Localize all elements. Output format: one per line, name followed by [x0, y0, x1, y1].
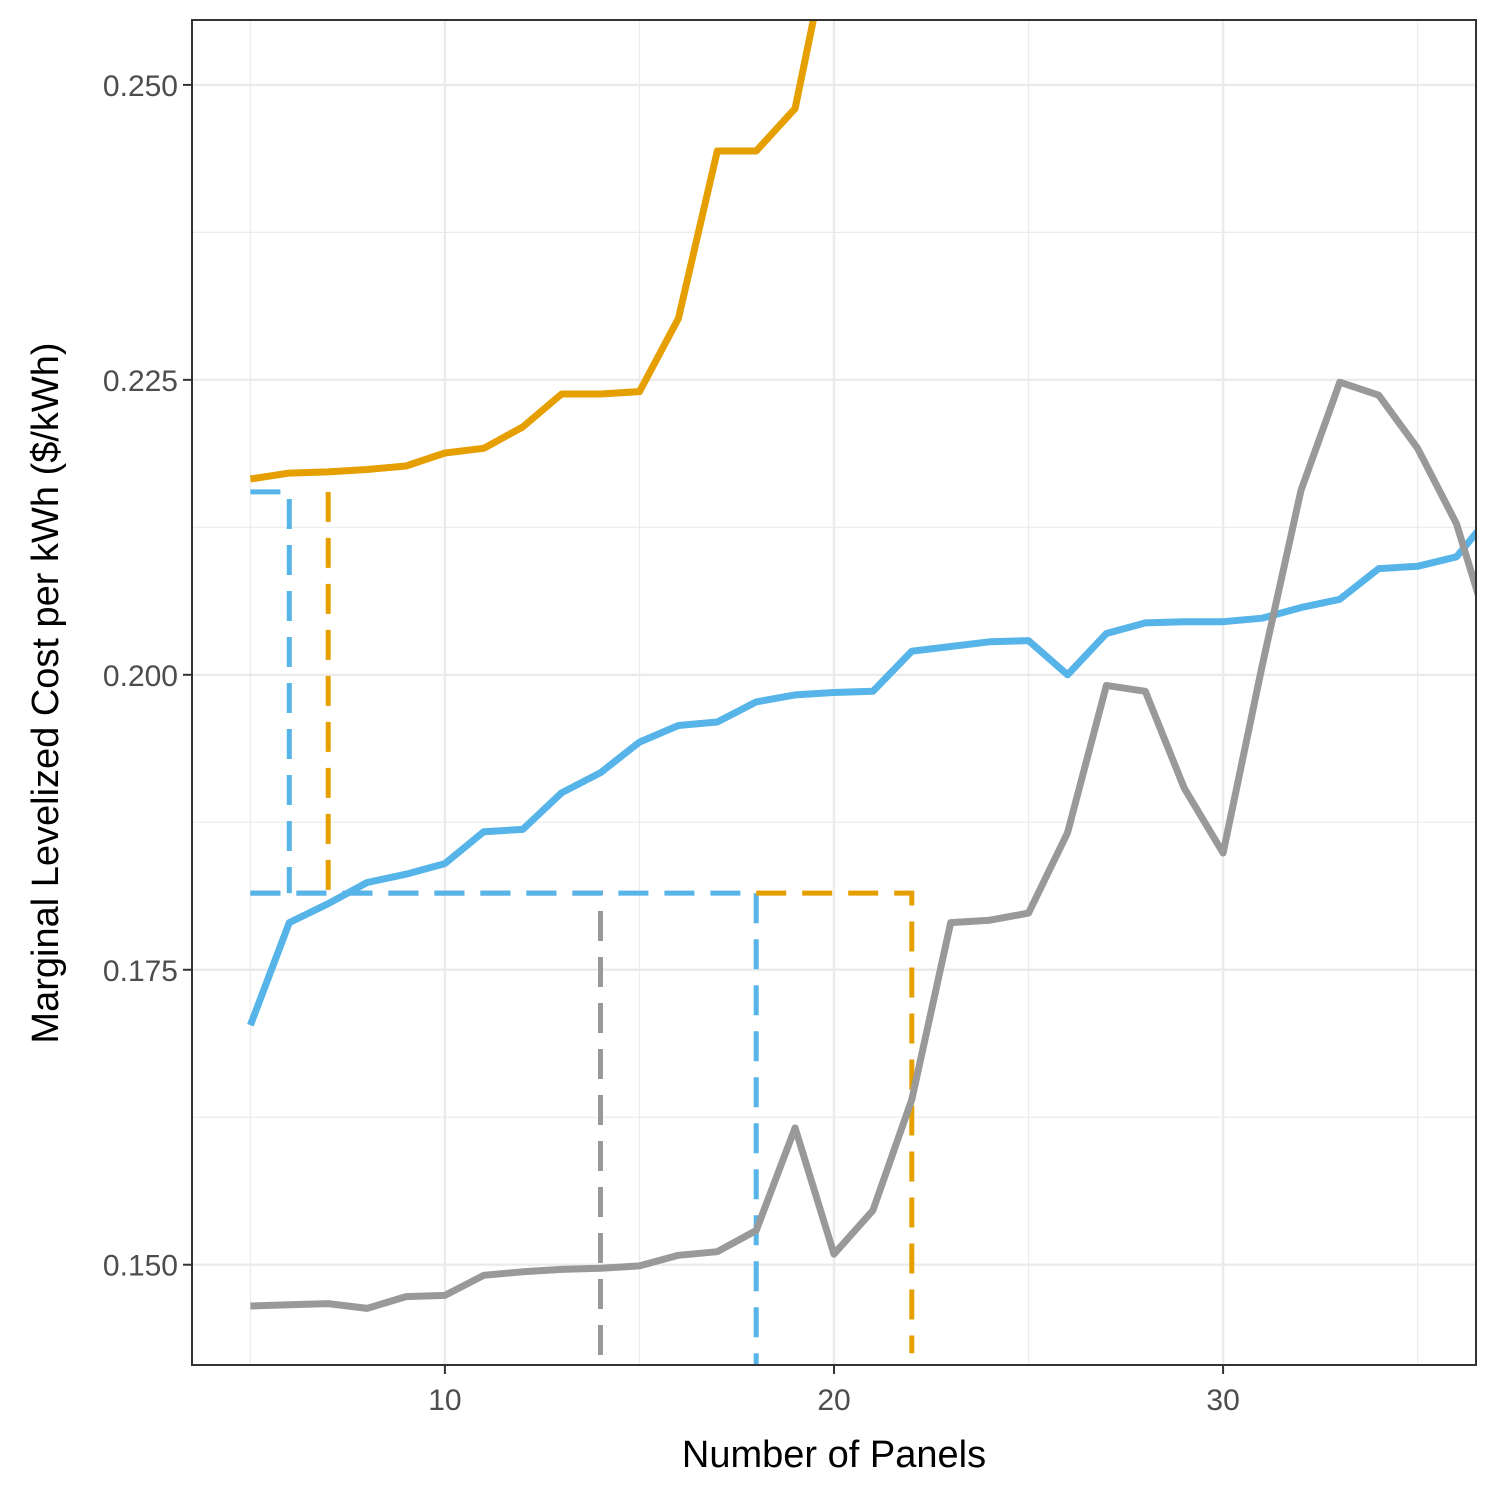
- reference-lines: [250, 489, 915, 1365]
- x-tick-label: 10: [428, 1384, 461, 1417]
- y-tick-label: 0.250: [103, 70, 178, 103]
- x-tick-label: 30: [1206, 1384, 1239, 1417]
- series-line: [250, 378, 1476, 1312]
- x-axis-ticks: 10 20 30: [428, 1365, 1240, 1417]
- y-tick-label: 0.150: [103, 1250, 178, 1283]
- y-tick-label: 0.225: [103, 365, 178, 398]
- y-tick-label: 0.175: [103, 955, 178, 988]
- y-axis-ticks: 0.150 0.175 0.200 0.225 0.250: [103, 70, 192, 1283]
- x-axis-title: Number of Panels: [682, 1434, 986, 1476]
- y-tick-label: 0.200: [103, 660, 178, 693]
- series-line: [249, 20, 817, 483]
- x-tick-label: 20: [817, 1384, 850, 1417]
- y-axis-title: Marginal Levelized Cost per kWh ($/kWh): [25, 342, 67, 1043]
- series-line: [247, 527, 1476, 1027]
- reference-line: [250, 489, 292, 894]
- series-lines: [247, 20, 1476, 1312]
- reference-line: [756, 890, 915, 1354]
